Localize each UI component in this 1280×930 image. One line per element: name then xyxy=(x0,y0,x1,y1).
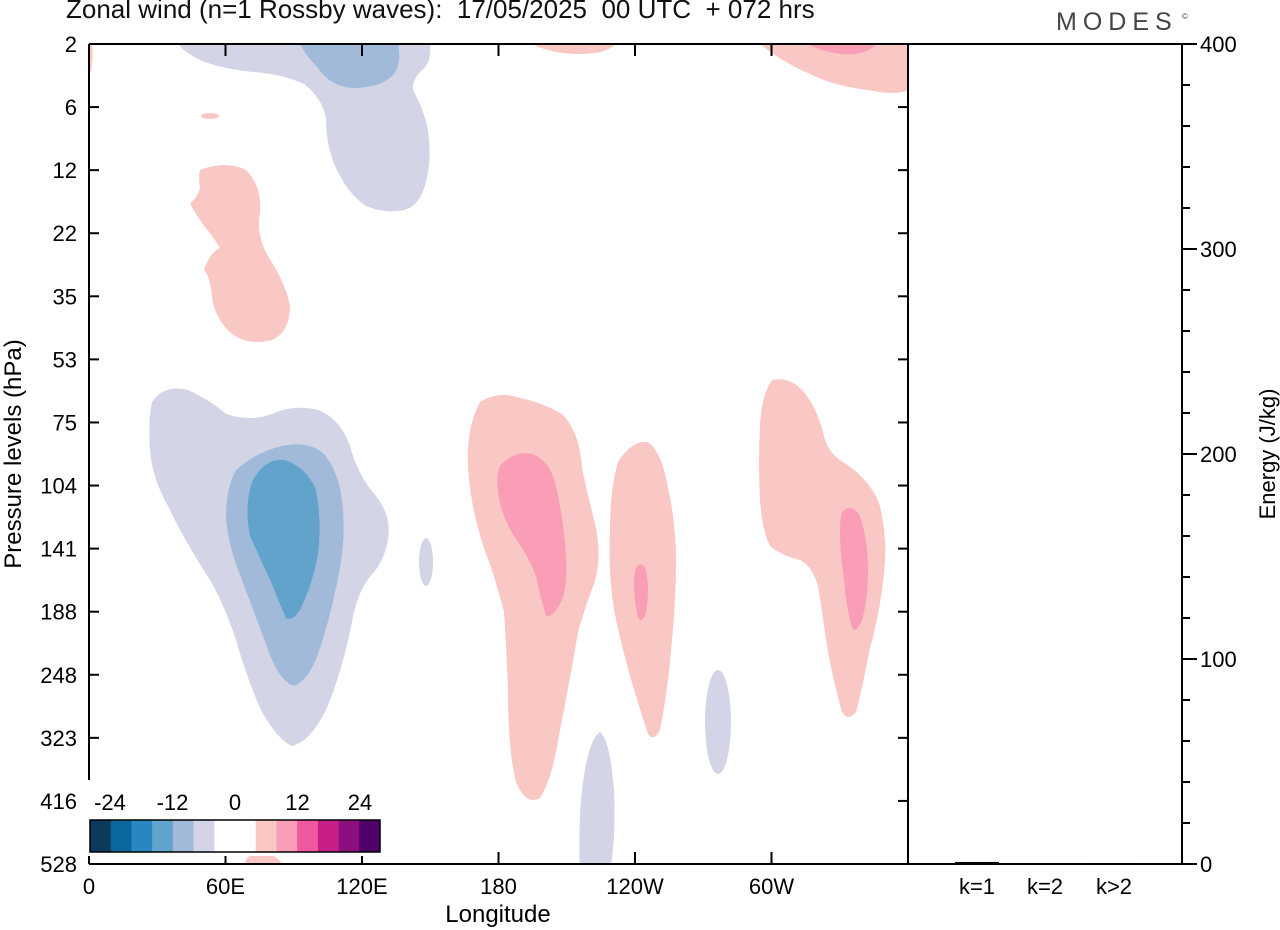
y-tick-label: 248 xyxy=(40,663,77,688)
y-tick-label: 528 xyxy=(40,852,77,877)
colorbar-swatch xyxy=(255,820,277,852)
energy-bar xyxy=(1092,862,1136,864)
chart-title: Zonal wind (n=1 Rossby waves): 17/05/202… xyxy=(66,0,815,24)
contour-negative-6 xyxy=(300,44,400,88)
energy-tick-label: 400 xyxy=(1200,32,1237,57)
longitude-axis: 0 60E 120E 180 120W 60W xyxy=(83,44,794,899)
energy-category-label: k=1 xyxy=(959,874,995,899)
colorbar-swatch xyxy=(152,820,174,852)
contour-positive-3 xyxy=(532,44,616,54)
y-tick-label: 22 xyxy=(53,221,77,246)
y-tick-label: 323 xyxy=(40,726,77,751)
colorbar-label: -12 xyxy=(157,790,189,815)
contour-positive-3 xyxy=(201,113,219,119)
y-tick-label: 75 xyxy=(53,410,77,435)
colorbar-swatch xyxy=(276,820,298,852)
y-tick-label: 188 xyxy=(40,600,77,625)
colorbar-swatch xyxy=(338,820,360,852)
colorbar-swatch xyxy=(90,820,112,852)
colorbar-label: 24 xyxy=(348,790,372,815)
colorbar-swatch xyxy=(193,820,215,852)
y-tick-label: 12 xyxy=(53,158,77,183)
colorbar-label: -24 xyxy=(94,790,126,815)
contour-positive-3 xyxy=(190,165,290,342)
pressure-axis: 2 6 12 22 35 53 75 104 141 188 248 323 416 528 xyxy=(40,32,908,877)
x-tick-label: 120E xyxy=(336,874,387,899)
brand-logo: MODES xyxy=(1056,8,1178,36)
x-axis-label: Longitude xyxy=(445,901,550,928)
colorbar-swatch xyxy=(297,820,319,852)
brand-copyright-mark: © xyxy=(1182,12,1188,21)
y-tick-label: 104 xyxy=(40,474,77,499)
energy-tick-label: 200 xyxy=(1200,442,1237,467)
energy-bar xyxy=(1023,863,1067,864)
y-axis-label: Pressure levels (hPa) xyxy=(0,339,27,568)
contour-negative-9 xyxy=(247,459,320,619)
x-tick-label: 120W xyxy=(606,874,664,899)
contour-negative-3 xyxy=(419,538,433,586)
energy-bar xyxy=(955,861,999,864)
colorbar-swatch xyxy=(317,820,340,852)
y-tick-label: 35 xyxy=(53,284,77,309)
x-tick-label: 180 xyxy=(480,874,517,899)
energy-bars: k=1 k=2 k>2 xyxy=(955,861,1136,899)
x-tick-label: 0 xyxy=(83,874,95,899)
energy-category-label: k>2 xyxy=(1096,874,1132,899)
colorbar-swatch xyxy=(359,820,381,852)
x-tick-label: 60E xyxy=(206,874,245,899)
contour-positive-6 xyxy=(808,44,876,55)
colorbar-swatch xyxy=(214,820,236,852)
colorbar-label: 12 xyxy=(285,790,309,815)
colorbar-swatch xyxy=(110,820,132,852)
y-tick-label: 416 xyxy=(40,789,77,814)
colorbar-swatch xyxy=(131,820,153,852)
energy-axis: 0 100 200 300 400 xyxy=(1182,32,1237,877)
energy-tick-label: 0 xyxy=(1200,852,1212,877)
contour-positive-3 xyxy=(759,379,886,717)
energy-category-label: k=2 xyxy=(1027,874,1063,899)
contour-positive-6 xyxy=(497,453,567,617)
contour-field xyxy=(89,44,908,864)
colorbar-frame xyxy=(89,819,381,853)
y-tick-label: 141 xyxy=(40,537,77,562)
energy-axis-label: Energy (J/kg) xyxy=(1255,389,1280,520)
contour-negative-3 xyxy=(579,732,615,864)
colorbar-label: 0 xyxy=(229,790,241,815)
contour-positive-6 xyxy=(840,507,868,630)
contour-negative-3 xyxy=(705,670,731,774)
energy-tick-label: 300 xyxy=(1200,237,1237,262)
contour-positive-3 xyxy=(760,44,908,93)
x-tick-label: 60W xyxy=(749,874,794,899)
contour-positive-6 xyxy=(634,564,648,620)
energy-tick-label: 100 xyxy=(1200,647,1237,672)
y-tick-label: 2 xyxy=(65,32,77,57)
colorbar-swatch xyxy=(235,820,257,852)
colorbar-swatch xyxy=(172,820,195,852)
colorbar: -24 -12 0 12 24 xyxy=(88,780,382,856)
y-tick-label: 6 xyxy=(65,95,77,120)
y-tick-label: 53 xyxy=(53,347,77,372)
